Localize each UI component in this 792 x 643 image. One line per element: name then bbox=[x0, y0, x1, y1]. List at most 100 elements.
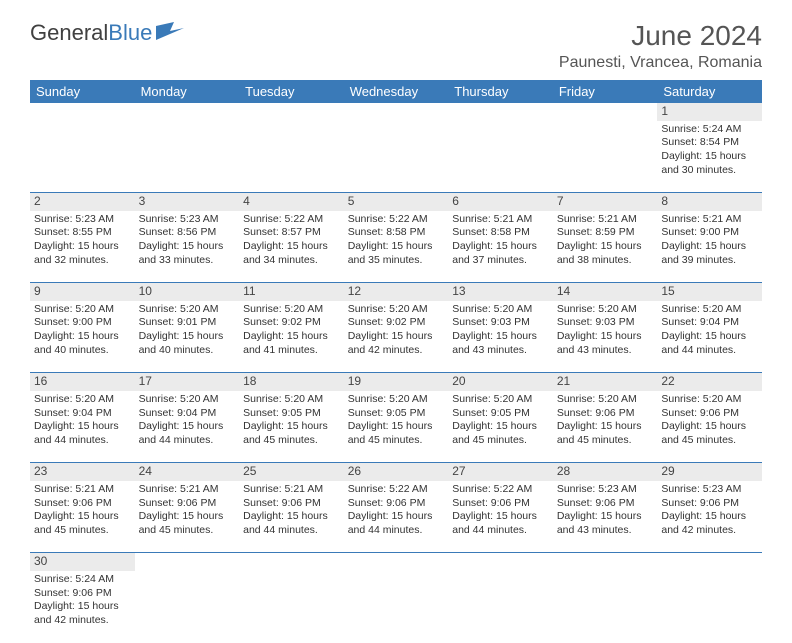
daynum-row: 1 bbox=[30, 103, 762, 121]
sunrise-text: Sunrise: 5:20 AM bbox=[139, 303, 236, 317]
day-cell bbox=[448, 121, 553, 193]
sunrise-text: Sunrise: 5:21 AM bbox=[661, 213, 758, 227]
day-number: 29 bbox=[657, 463, 762, 481]
sunset-text: Sunset: 9:06 PM bbox=[557, 497, 654, 511]
daylight-text: Daylight: 15 hours and 43 minutes. bbox=[557, 330, 654, 357]
week-row: Sunrise: 5:23 AMSunset: 8:55 PMDaylight:… bbox=[30, 211, 762, 283]
day-number bbox=[135, 103, 240, 121]
weekday-header: Thursday bbox=[448, 80, 553, 103]
sunset-text: Sunset: 9:06 PM bbox=[34, 497, 131, 511]
calendar-table: SundayMondayTuesdayWednesdayThursdayFrid… bbox=[30, 80, 762, 643]
day-cell bbox=[344, 121, 449, 193]
day-cell: Sunrise: 5:20 AMSunset: 9:01 PMDaylight:… bbox=[135, 301, 240, 373]
daylight-text: Daylight: 15 hours and 41 minutes. bbox=[243, 330, 340, 357]
day-cell: Sunrise: 5:23 AMSunset: 9:06 PMDaylight:… bbox=[657, 481, 762, 553]
day-number bbox=[30, 103, 135, 121]
daylight-text: Daylight: 15 hours and 42 minutes. bbox=[661, 510, 758, 537]
sunset-text: Sunset: 9:05 PM bbox=[348, 407, 445, 421]
day-number bbox=[553, 103, 658, 121]
daylight-text: Daylight: 15 hours and 38 minutes. bbox=[557, 240, 654, 267]
sunrise-text: Sunrise: 5:22 AM bbox=[452, 483, 549, 497]
day-number: 24 bbox=[135, 463, 240, 481]
weekday-header: Monday bbox=[135, 80, 240, 103]
daylight-text: Daylight: 15 hours and 42 minutes. bbox=[348, 330, 445, 357]
day-number bbox=[448, 553, 553, 571]
sunrise-text: Sunrise: 5:21 AM bbox=[34, 483, 131, 497]
weekday-header: Saturday bbox=[657, 80, 762, 103]
day-cell bbox=[553, 121, 658, 193]
daynum-row: 30 bbox=[30, 553, 762, 571]
day-cell: Sunrise: 5:21 AMSunset: 9:06 PMDaylight:… bbox=[30, 481, 135, 553]
day-cell: Sunrise: 5:21 AMSunset: 9:00 PMDaylight:… bbox=[657, 211, 762, 283]
sunrise-text: Sunrise: 5:23 AM bbox=[557, 483, 654, 497]
day-number: 25 bbox=[239, 463, 344, 481]
daylight-text: Daylight: 15 hours and 45 minutes. bbox=[243, 420, 340, 447]
daylight-text: Daylight: 15 hours and 45 minutes. bbox=[139, 510, 236, 537]
day-number: 18 bbox=[239, 373, 344, 391]
day-cell: Sunrise: 5:20 AMSunset: 9:00 PMDaylight:… bbox=[30, 301, 135, 373]
day-cell: Sunrise: 5:21 AMSunset: 8:58 PMDaylight:… bbox=[448, 211, 553, 283]
day-number: 1 bbox=[657, 103, 762, 121]
sunset-text: Sunset: 9:03 PM bbox=[452, 316, 549, 330]
day-number: 19 bbox=[344, 373, 449, 391]
day-cell bbox=[448, 571, 553, 643]
day-number: 4 bbox=[239, 193, 344, 211]
sunrise-text: Sunrise: 5:21 AM bbox=[557, 213, 654, 227]
sunset-text: Sunset: 9:05 PM bbox=[452, 407, 549, 421]
weekday-header: Sunday bbox=[30, 80, 135, 103]
daynum-row: 16171819202122 bbox=[30, 373, 762, 391]
sunrise-text: Sunrise: 5:20 AM bbox=[139, 393, 236, 407]
day-number bbox=[448, 103, 553, 121]
week-row: Sunrise: 5:20 AMSunset: 9:00 PMDaylight:… bbox=[30, 301, 762, 373]
sunset-text: Sunset: 9:06 PM bbox=[452, 497, 549, 511]
day-cell bbox=[344, 571, 449, 643]
day-number: 2 bbox=[30, 193, 135, 211]
day-cell bbox=[135, 121, 240, 193]
day-cell bbox=[135, 571, 240, 643]
day-number bbox=[239, 553, 344, 571]
day-cell: Sunrise: 5:20 AMSunset: 9:05 PMDaylight:… bbox=[239, 391, 344, 463]
day-cell: Sunrise: 5:20 AMSunset: 9:03 PMDaylight:… bbox=[553, 301, 658, 373]
daylight-text: Daylight: 15 hours and 32 minutes. bbox=[34, 240, 131, 267]
sunrise-text: Sunrise: 5:20 AM bbox=[348, 303, 445, 317]
day-number: 6 bbox=[448, 193, 553, 211]
sunrise-text: Sunrise: 5:21 AM bbox=[452, 213, 549, 227]
day-number: 20 bbox=[448, 373, 553, 391]
sunset-text: Sunset: 9:06 PM bbox=[557, 407, 654, 421]
sunset-text: Sunset: 8:57 PM bbox=[243, 226, 340, 240]
sunrise-text: Sunrise: 5:20 AM bbox=[243, 393, 340, 407]
day-cell: Sunrise: 5:22 AMSunset: 9:06 PMDaylight:… bbox=[344, 481, 449, 553]
sunset-text: Sunset: 9:06 PM bbox=[348, 497, 445, 511]
sunrise-text: Sunrise: 5:20 AM bbox=[452, 393, 549, 407]
sunset-text: Sunset: 9:01 PM bbox=[139, 316, 236, 330]
day-cell: Sunrise: 5:20 AMSunset: 9:02 PMDaylight:… bbox=[239, 301, 344, 373]
day-cell: Sunrise: 5:23 AMSunset: 8:56 PMDaylight:… bbox=[135, 211, 240, 283]
sunrise-text: Sunrise: 5:23 AM bbox=[661, 483, 758, 497]
day-cell: Sunrise: 5:20 AMSunset: 9:04 PMDaylight:… bbox=[135, 391, 240, 463]
day-cell: Sunrise: 5:21 AMSunset: 9:06 PMDaylight:… bbox=[239, 481, 344, 553]
day-number: 15 bbox=[657, 283, 762, 301]
daylight-text: Daylight: 15 hours and 30 minutes. bbox=[661, 150, 758, 177]
sunrise-text: Sunrise: 5:21 AM bbox=[243, 483, 340, 497]
calendar-body: 1Sunrise: 5:24 AMSunset: 8:54 PMDaylight… bbox=[30, 103, 762, 643]
title-block: June 2024 Paunesti, Vrancea, Romania bbox=[559, 20, 762, 72]
day-cell: Sunrise: 5:24 AMSunset: 8:54 PMDaylight:… bbox=[657, 121, 762, 193]
sunrise-text: Sunrise: 5:22 AM bbox=[348, 483, 445, 497]
sunset-text: Sunset: 9:00 PM bbox=[661, 226, 758, 240]
daylight-text: Daylight: 15 hours and 44 minutes. bbox=[139, 420, 236, 447]
day-cell: Sunrise: 5:20 AMSunset: 9:06 PMDaylight:… bbox=[553, 391, 658, 463]
daylight-text: Daylight: 15 hours and 40 minutes. bbox=[34, 330, 131, 357]
daylight-text: Daylight: 15 hours and 43 minutes. bbox=[557, 510, 654, 537]
day-cell: Sunrise: 5:20 AMSunset: 9:02 PMDaylight:… bbox=[344, 301, 449, 373]
day-cell: Sunrise: 5:21 AMSunset: 8:59 PMDaylight:… bbox=[553, 211, 658, 283]
daylight-text: Daylight: 15 hours and 45 minutes. bbox=[661, 420, 758, 447]
daylight-text: Daylight: 15 hours and 45 minutes. bbox=[452, 420, 549, 447]
sunset-text: Sunset: 9:04 PM bbox=[34, 407, 131, 421]
day-number: 13 bbox=[448, 283, 553, 301]
sunrise-text: Sunrise: 5:23 AM bbox=[34, 213, 131, 227]
day-cell bbox=[30, 121, 135, 193]
daylight-text: Daylight: 15 hours and 35 minutes. bbox=[348, 240, 445, 267]
sunset-text: Sunset: 8:56 PM bbox=[139, 226, 236, 240]
daylight-text: Daylight: 15 hours and 45 minutes. bbox=[348, 420, 445, 447]
sunrise-text: Sunrise: 5:22 AM bbox=[243, 213, 340, 227]
